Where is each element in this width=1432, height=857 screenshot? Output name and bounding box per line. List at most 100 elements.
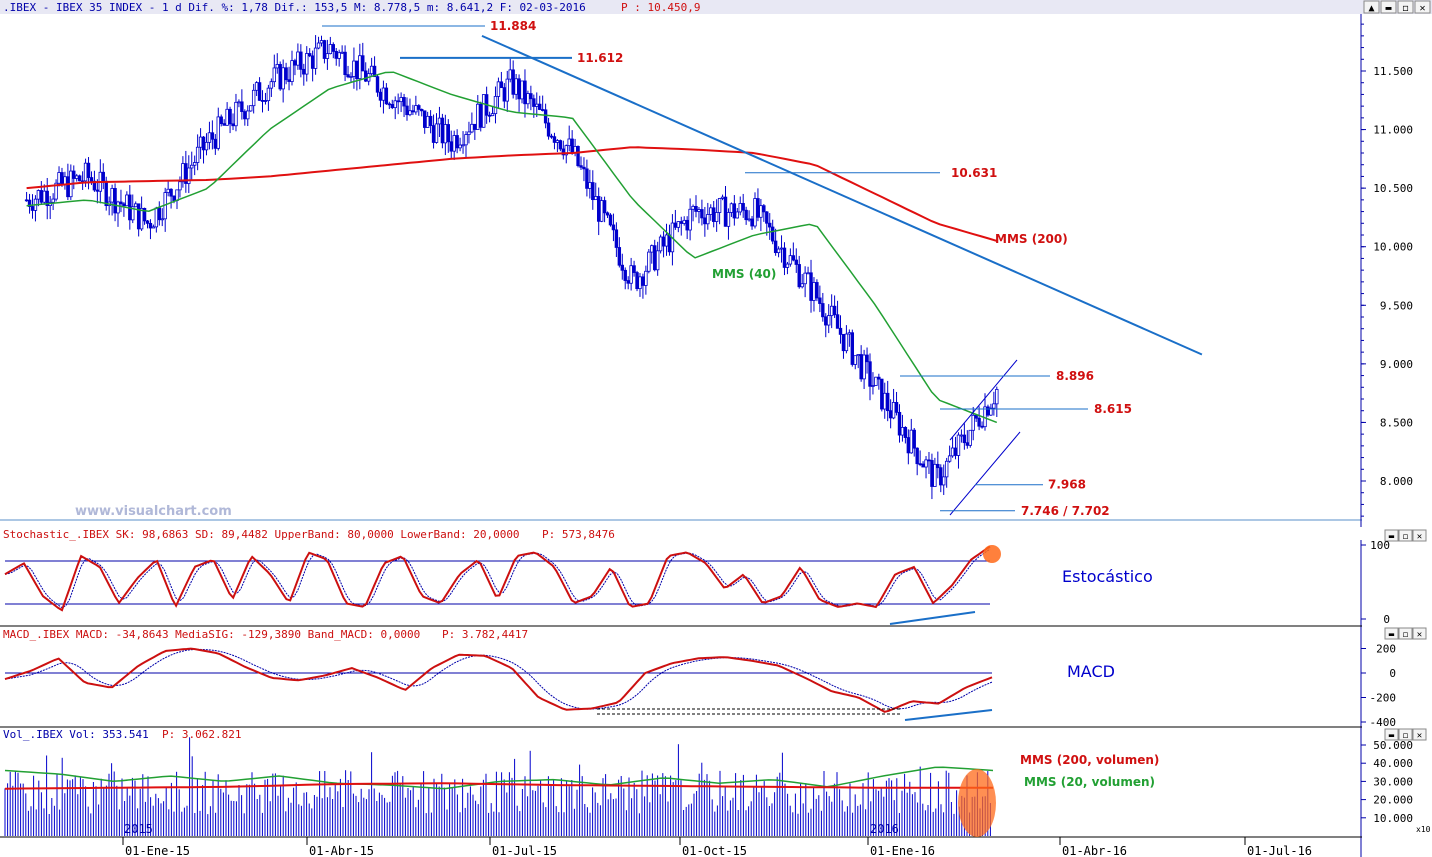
level-label: 7.746 / 7.702 [1021, 504, 1110, 518]
window-control-glyph: ✕ [1419, 3, 1425, 14]
price-bar-body [263, 100, 268, 102]
price-bar-body [352, 60, 356, 77]
price-bar-body [358, 55, 362, 80]
macd-header-p: P: 3.782,4417 [442, 628, 528, 641]
price-bar-body [947, 455, 952, 462]
price-bar-body [246, 110, 250, 120]
price-bar-body [658, 236, 663, 252]
price-bar-body [968, 429, 972, 446]
price-bar-body [794, 259, 798, 265]
price-bar-body [157, 207, 161, 221]
stoch-window-controls[interactable]: ▬ ◻ ✕ [1384, 529, 1427, 542]
price-bar-body [986, 406, 990, 416]
price-bar-body [844, 333, 849, 352]
price-bar-body [682, 219, 686, 224]
price-bar-body [231, 123, 235, 127]
price-bar-body [213, 138, 218, 149]
panel-control-button[interactable] [1398, 529, 1413, 542]
panel-control-button[interactable] [1384, 627, 1399, 640]
window-controls[interactable]: ▲ ▬ ◻ ✕ [1363, 0, 1431, 14]
price-bar-body [653, 245, 657, 271]
price-bar-body [307, 53, 312, 57]
price-bar-body [720, 196, 725, 199]
price-bar-body [204, 141, 209, 151]
price-bar-body [313, 47, 318, 69]
price-bar-body [543, 109, 548, 124]
level-label: 8.615 [1094, 402, 1132, 416]
price-bar-body [337, 52, 341, 59]
price-bar-body [364, 70, 368, 82]
vol-y-label: 30.000 [1373, 775, 1413, 788]
window-control-button[interactable] [1397, 0, 1414, 14]
vol-window-controls[interactable]: ▬ ◻ ✕ [1384, 728, 1427, 741]
price-bar-body [340, 51, 344, 54]
price-bar-body [697, 209, 701, 212]
window-control-button[interactable] [1380, 0, 1397, 14]
price-bar-body [269, 81, 274, 89]
price-bar-body [411, 110, 415, 113]
window-control-button[interactable] [1414, 0, 1431, 14]
price-bar-body [709, 207, 713, 215]
price-bar-body [514, 78, 518, 95]
price-bar-body [791, 255, 796, 261]
price-bar-body [712, 207, 716, 222]
panel-control-button[interactable] [1384, 728, 1399, 741]
price-bar-body [735, 211, 739, 219]
macd-y-label: 200 [1376, 643, 1396, 656]
panel-control-button[interactable] [1412, 529, 1427, 542]
price-bar-body [148, 222, 153, 229]
price-bar-body [729, 203, 734, 213]
level-label: 10.631 [951, 166, 997, 180]
price-bar-body [717, 198, 722, 213]
sma200-line [26, 146, 998, 242]
price-bar-body [685, 219, 689, 231]
macd-y-label: 0 [1389, 667, 1396, 680]
price-bar-body [39, 190, 44, 203]
price-bar-body [768, 222, 772, 228]
price-bar-body [723, 196, 728, 227]
price-bar-body [655, 250, 660, 271]
price-bar-body [782, 247, 787, 268]
price-bar-body [841, 333, 846, 352]
price-bar-body [145, 220, 150, 224]
price-bar-body [821, 303, 825, 318]
price-bar-body [428, 115, 433, 126]
panel-control-button[interactable] [1412, 627, 1427, 640]
price-bar-body [479, 103, 483, 128]
price-bar-body [906, 437, 911, 454]
price-bar-body [101, 171, 105, 182]
panel-control-glyph: ✕ [1417, 731, 1422, 741]
price-bar-body [770, 226, 775, 242]
macd-line [4, 647, 993, 713]
panel-control-button[interactable] [1412, 728, 1427, 741]
price-bar-body [125, 194, 129, 207]
price-bar-body [487, 114, 492, 117]
price-bar-body [287, 79, 291, 82]
stoch-title: Estocástico [1062, 567, 1153, 586]
price-bar-body [116, 201, 120, 214]
price-bar-body [956, 434, 961, 456]
price-bar-body [296, 51, 300, 66]
price-bar-body [36, 190, 41, 200]
price-bar-body [673, 222, 678, 228]
price-bar-body [83, 162, 88, 182]
price-bar-body [744, 209, 748, 221]
stoch-divergence-line [889, 611, 976, 625]
price-bar-body [396, 100, 400, 103]
channel-upper [949, 359, 1018, 441]
panel-control-button[interactable] [1398, 728, 1413, 741]
panel-control-button[interactable] [1398, 627, 1413, 640]
price-bar-body [989, 407, 993, 416]
price-bar-body [375, 76, 380, 93]
window-control-button[interactable] [1363, 0, 1380, 14]
price-bar-body [750, 218, 754, 227]
price-bar-body [726, 212, 731, 227]
vol-header-text: Vol_.IBEX Vol: 353.541 [3, 728, 149, 741]
price-bar-body [641, 276, 645, 286]
price-bar-body [195, 146, 200, 163]
price-bar-body [225, 108, 229, 126]
price-bar-body [201, 136, 206, 151]
panel-control-button[interactable] [1384, 529, 1399, 542]
macd-window-controls[interactable]: ▬ ◻ ✕ [1384, 627, 1427, 640]
